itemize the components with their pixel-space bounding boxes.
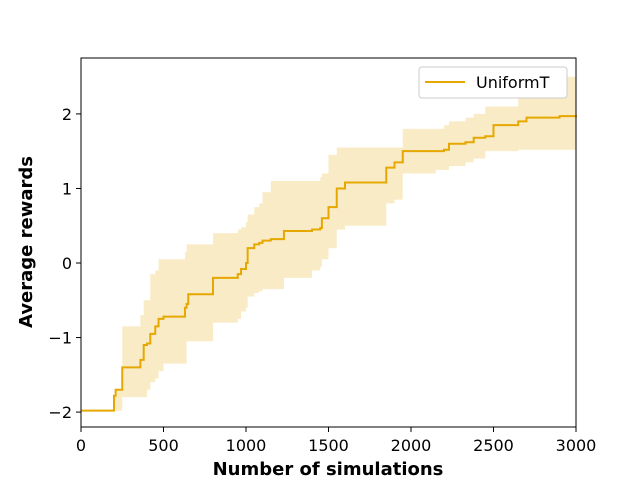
x-axis: 0 500 1000 1500 2000 2500 3000 xyxy=(76,427,596,455)
y-tick-label: −1 xyxy=(48,329,72,348)
legend-label-uniformt: UniformT xyxy=(476,73,550,92)
y-tick-label: 2 xyxy=(62,105,72,124)
x-tick-label: 500 xyxy=(148,436,179,455)
x-axis-title: Number of simulations xyxy=(213,459,444,480)
series-band-uniformt xyxy=(81,72,576,411)
x-tick-label: 0 xyxy=(76,436,86,455)
y-tick-label: 0 xyxy=(62,254,72,273)
x-tick-label: 2000 xyxy=(391,436,432,455)
legend: UniformT xyxy=(418,66,568,99)
y-axis: −2 −1 0 1 2 xyxy=(48,105,81,422)
confidence-band-layer xyxy=(81,72,576,411)
x-tick-label: 1500 xyxy=(308,436,349,455)
legend-box xyxy=(418,66,568,99)
x-tick-label: 2500 xyxy=(473,436,514,455)
series-line-uniformt xyxy=(81,115,577,412)
x-tick-label: 1000 xyxy=(226,436,267,455)
y-tick-label: −2 xyxy=(48,403,72,422)
y-axis-title: Average rewards xyxy=(16,156,37,328)
series-line-layer xyxy=(81,115,577,412)
plot-area xyxy=(80,57,577,428)
y-tick-label: 1 xyxy=(62,179,72,198)
x-tick-label: 3000 xyxy=(556,436,597,455)
